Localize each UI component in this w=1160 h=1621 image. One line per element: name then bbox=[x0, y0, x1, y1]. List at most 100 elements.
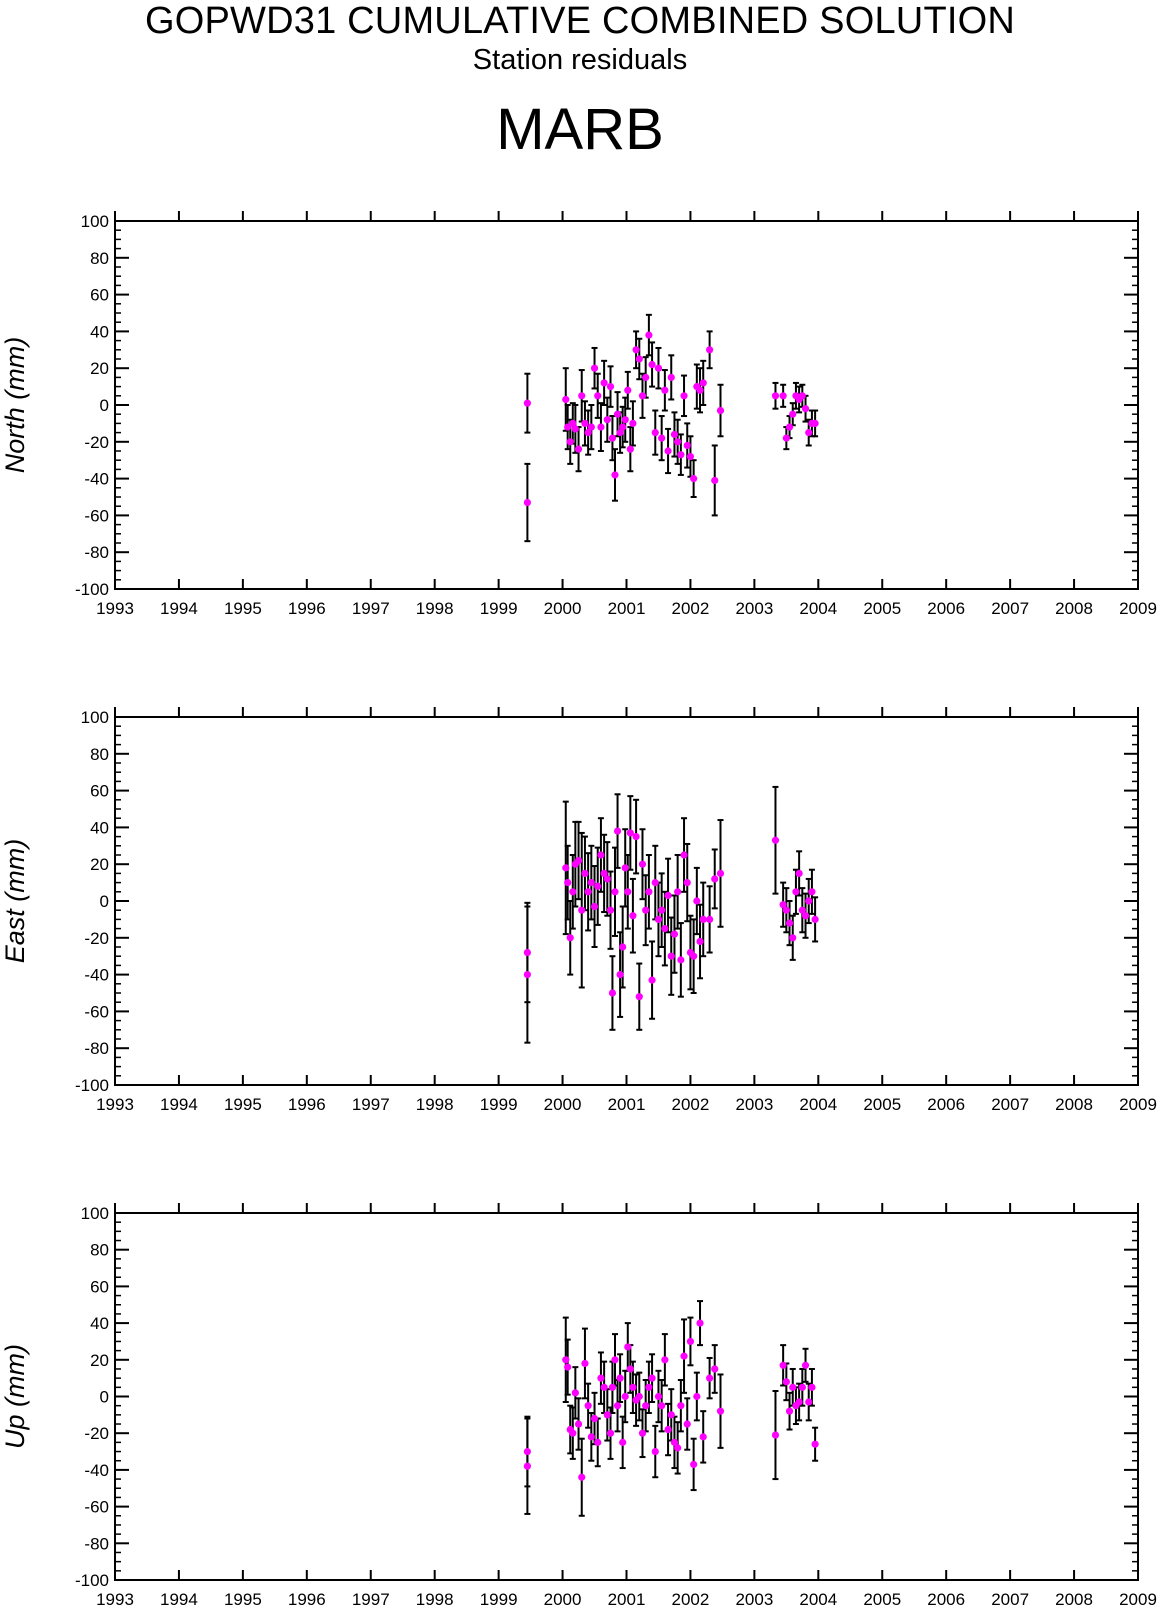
data-point bbox=[632, 833, 640, 841]
data-point bbox=[680, 392, 688, 400]
data-point bbox=[674, 888, 682, 896]
data-point bbox=[638, 1429, 647, 1437]
y-tick-label: 60 bbox=[90, 782, 109, 801]
data-point bbox=[771, 392, 780, 400]
data-point bbox=[626, 1365, 634, 1373]
data-point bbox=[792, 888, 800, 896]
x-tick-label: 2006 bbox=[927, 1590, 965, 1609]
data-point bbox=[801, 912, 810, 920]
data-point bbox=[686, 1337, 695, 1346]
data-point bbox=[562, 864, 570, 872]
y-tick-label: 60 bbox=[90, 286, 109, 305]
data-point bbox=[789, 934, 797, 942]
data-point bbox=[619, 1438, 627, 1446]
data-point bbox=[711, 875, 719, 883]
data-point bbox=[782, 906, 790, 914]
x-tick-label: 1994 bbox=[160, 1095, 198, 1114]
y-tick-label: -60 bbox=[84, 506, 109, 525]
data-point bbox=[680, 851, 688, 859]
data-point bbox=[771, 1431, 780, 1439]
data-point bbox=[683, 1420, 691, 1428]
data-point bbox=[811, 915, 819, 924]
data-point bbox=[654, 1392, 663, 1401]
data-point bbox=[574, 1420, 583, 1428]
x-tick-label: 1994 bbox=[160, 599, 198, 618]
plot-panel-north: 1993 1994 1995 1996 1997 1998 1999 2000 2001 2002… bbox=[0, 211, 1157, 618]
data-point bbox=[621, 416, 629, 424]
data-point bbox=[696, 937, 704, 946]
data-point bbox=[584, 888, 592, 896]
data-point bbox=[638, 860, 647, 868]
data-point bbox=[645, 331, 653, 339]
data-point bbox=[779, 901, 787, 909]
data-point bbox=[606, 906, 615, 914]
data-point bbox=[590, 364, 599, 372]
data-point bbox=[683, 879, 691, 887]
y-tick-label: -20 bbox=[84, 929, 109, 948]
data-point bbox=[569, 1429, 577, 1437]
plot-frame bbox=[114, 716, 1139, 1086]
series-0 bbox=[523, 785, 819, 1044]
station-name: MARB bbox=[496, 97, 664, 162]
x-tick-label: 2003 bbox=[735, 599, 773, 618]
data-point bbox=[606, 1429, 615, 1437]
data-point bbox=[600, 869, 608, 878]
x-tick-label: 2006 bbox=[927, 599, 965, 618]
data-point bbox=[587, 1433, 595, 1441]
y-axis-label: East (mm) bbox=[0, 839, 30, 964]
x-tick-label: 2007 bbox=[991, 1590, 1029, 1609]
data-point bbox=[667, 1411, 675, 1419]
data-point bbox=[611, 1356, 619, 1364]
x-tick-label: 1999 bbox=[480, 1590, 518, 1609]
plot-frame bbox=[114, 220, 1139, 590]
data-point bbox=[632, 346, 640, 354]
x-tick-label: 2000 bbox=[544, 1095, 582, 1114]
data-point bbox=[648, 1374, 656, 1382]
data-point bbox=[626, 829, 634, 837]
data-point bbox=[686, 452, 695, 461]
y-tick-label: -80 bbox=[84, 1534, 109, 1553]
plot-panel-up: 1993 1994 1995 1996 1997 1998 1999 2000 2001 2002… bbox=[0, 1203, 1157, 1609]
chart-main-title: GOPWD31 CUMULATIVE COMBINED SOLUTION bbox=[144, 0, 1016, 42]
y-tick-label: -40 bbox=[84, 1461, 109, 1480]
data-point bbox=[661, 386, 669, 394]
x-tick-label: 1996 bbox=[288, 1590, 326, 1609]
data-point bbox=[782, 434, 790, 442]
data-point bbox=[578, 906, 586, 914]
data-point bbox=[562, 1356, 570, 1364]
data-point bbox=[683, 441, 691, 450]
x-tick-label: 2000 bbox=[544, 599, 582, 618]
data-point bbox=[613, 1402, 622, 1410]
data-point bbox=[661, 925, 669, 933]
data-point bbox=[619, 943, 627, 951]
data-point bbox=[597, 1374, 605, 1382]
data-point bbox=[716, 1407, 725, 1415]
data-point bbox=[600, 379, 608, 387]
data-point bbox=[581, 419, 589, 427]
x-tick-label: 1993 bbox=[96, 1095, 134, 1114]
data-point bbox=[706, 1374, 714, 1382]
data-point bbox=[578, 392, 586, 400]
data-point bbox=[674, 438, 682, 446]
data-point bbox=[677, 956, 685, 964]
data-point bbox=[801, 1361, 810, 1369]
data-point bbox=[798, 392, 806, 400]
x-tick-label: 2001 bbox=[608, 1095, 646, 1114]
x-tick-label: 2003 bbox=[735, 1095, 773, 1114]
x-tick-label: 2007 bbox=[991, 599, 1029, 618]
y-tick-label: -40 bbox=[84, 966, 109, 985]
data-point bbox=[594, 882, 602, 890]
y-tick-label: -100 bbox=[75, 1571, 109, 1590]
x-tick-label: 2009 bbox=[1119, 1095, 1157, 1114]
data-point bbox=[642, 1402, 650, 1410]
x-tick-label: 2002 bbox=[672, 599, 710, 618]
y-tick-label: -40 bbox=[84, 470, 109, 489]
y-tick-label: -20 bbox=[84, 1424, 109, 1443]
data-point bbox=[578, 1473, 586, 1481]
data-point bbox=[597, 851, 605, 859]
data-point bbox=[629, 1383, 637, 1391]
y-tick-label: 100 bbox=[81, 708, 109, 727]
data-point bbox=[608, 1383, 617, 1391]
data-point bbox=[654, 915, 663, 924]
